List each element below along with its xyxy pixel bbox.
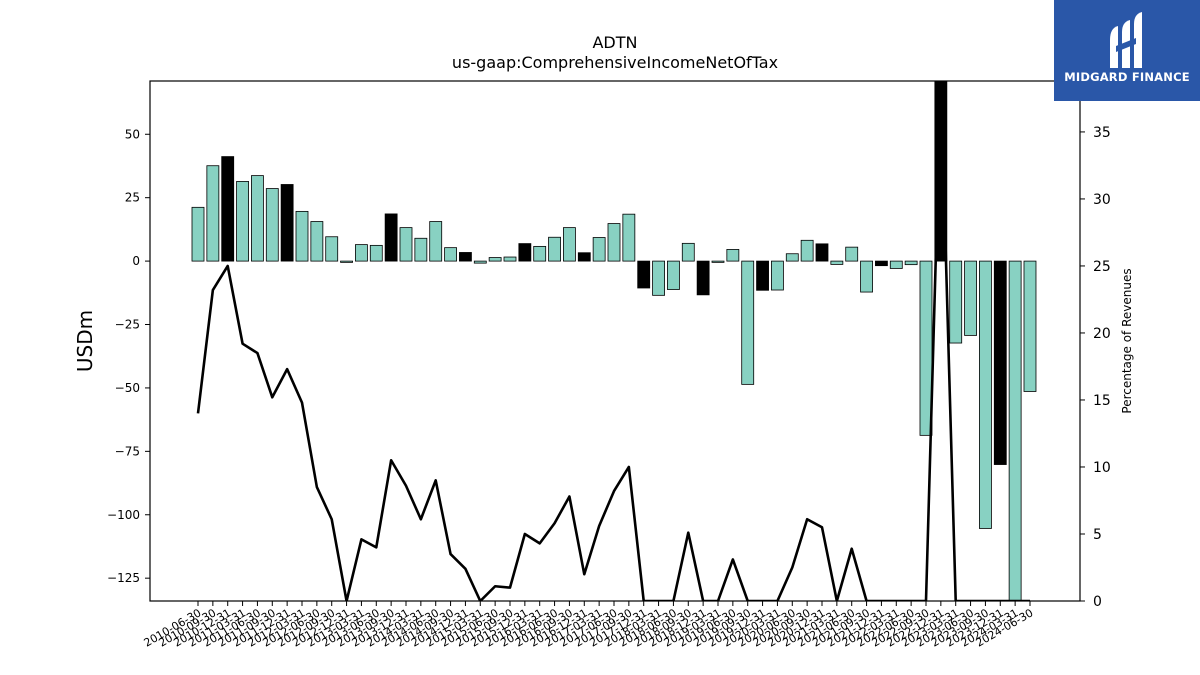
bar-2022-03-31 xyxy=(889,260,903,269)
y2-tick-label: 15 xyxy=(1093,393,1111,409)
bar-2022-06-30 xyxy=(904,260,918,266)
bar-2023-09-30 xyxy=(979,260,992,529)
bar-2023-03-31 xyxy=(949,260,963,344)
line-percentage-of-revenues xyxy=(196,81,1030,601)
brand-logo: MIDGARD FINANCE xyxy=(1054,0,1200,101)
y-axis-label: USDm xyxy=(73,310,97,372)
bar-2020-03-31 xyxy=(771,260,784,291)
y-tick-label: −25 xyxy=(115,318,140,332)
y2-tick-label: 25 xyxy=(1093,259,1111,275)
bar-2011-03-31 xyxy=(236,181,249,262)
bar-2021-12-31 xyxy=(875,260,888,267)
bar-2015-03-31 xyxy=(473,260,487,264)
y2-tick-label: 35 xyxy=(1093,125,1111,141)
y-tick-label: −125 xyxy=(107,571,140,585)
logo-text: MIDGARD FINANCE xyxy=(1064,70,1190,84)
bar-2021-06-30 xyxy=(845,246,859,262)
bar-2014-06-30 xyxy=(429,221,443,262)
x-axis: 2010-06-302010-09-302010-12-312011-03-31… xyxy=(142,601,1035,650)
bar-2015-06-30 xyxy=(488,257,502,262)
y2-tick-label: 5 xyxy=(1093,527,1102,543)
y-tick-label: −50 xyxy=(115,381,140,395)
logo-mark-icon xyxy=(1110,12,1142,68)
bar-2013-03-31 xyxy=(355,244,368,262)
bar-2018-03-31 xyxy=(652,260,665,296)
y-tick-label: 50 xyxy=(125,127,140,141)
bar-2023-06-30 xyxy=(964,260,977,336)
bar-2014-09-30 xyxy=(444,247,457,262)
bar-2012-09-30 xyxy=(325,236,339,262)
bars-layer xyxy=(191,80,1037,602)
bar-2010-12-31 xyxy=(221,156,235,262)
bar-2021-03-31 xyxy=(830,260,844,265)
left-axis: 50 25 0 −25 −50 −75 −100 −125 xyxy=(107,127,150,585)
bar-2012-03-31 xyxy=(295,210,309,262)
bar-2013-09-30 xyxy=(384,213,398,262)
bar-2017-06-30 xyxy=(607,223,621,262)
y2-tick-label: 0 xyxy=(1093,594,1102,610)
y-tick-label: 25 xyxy=(125,191,140,205)
bar-2015-09-30 xyxy=(503,256,517,262)
bar-2020-12-31 xyxy=(815,243,829,262)
y2-tick-label: 10 xyxy=(1093,460,1111,476)
bar-2024-06-30 xyxy=(1023,260,1037,392)
y2-tick-label: 30 xyxy=(1093,192,1111,208)
y-tick-label: −75 xyxy=(115,444,140,458)
bar-2010-06-30 xyxy=(191,206,205,262)
bar-2019-03-31 xyxy=(711,260,725,263)
y2-axis-label: Percentage of Revenues xyxy=(1120,268,1134,413)
bar-2013-06-30 xyxy=(369,244,383,262)
bar-2010-09-30 xyxy=(206,165,220,262)
bar-2013-12-31 xyxy=(399,227,413,262)
chart-subtitle: us-gaap:ComprehensiveIncomeNetOfTax xyxy=(452,53,778,72)
plot-frame xyxy=(149,80,1081,602)
bar-2014-03-31 xyxy=(414,237,428,262)
bar-2020-06-30 xyxy=(785,253,799,262)
bar-2023-12-31 xyxy=(993,260,1007,465)
bar-2017-12-31 xyxy=(637,260,651,289)
bar-2012-06-30 xyxy=(310,221,324,262)
bar-2016-06-30 xyxy=(548,236,561,262)
bar-2011-12-31 xyxy=(280,184,294,262)
y-tick-label: 0 xyxy=(132,254,140,268)
bar-2021-09-30 xyxy=(860,260,873,293)
y-tick-label: −100 xyxy=(107,508,140,522)
bar-2016-03-31 xyxy=(533,245,547,262)
line-layer xyxy=(196,81,1030,601)
bar-2014-12-31 xyxy=(459,252,472,262)
right-axis: 35 30 25 20 15 10 5 0 xyxy=(1080,125,1111,610)
bar-2019-06-30 xyxy=(726,249,740,262)
bar-2018-12-31 xyxy=(696,260,710,296)
bar-2011-06-30 xyxy=(251,175,264,262)
bar-2015-12-31 xyxy=(518,243,532,262)
bar-2016-12-31 xyxy=(577,252,591,262)
bar-2012-12-31 xyxy=(340,260,353,263)
chart-title: ADTN xyxy=(592,33,637,52)
bar-2024-03-31 xyxy=(1008,260,1022,602)
bar-2016-09-30 xyxy=(563,227,576,262)
bar-2020-09-30 xyxy=(800,239,814,262)
bar-2017-09-30 xyxy=(622,213,636,262)
bar-2018-09-30 xyxy=(681,242,695,262)
y2-tick-label: 20 xyxy=(1093,326,1111,342)
bar-2011-09-30 xyxy=(265,188,279,262)
bar-2018-06-30 xyxy=(667,260,680,290)
bar-2017-03-31 xyxy=(592,237,606,262)
bar-2019-12-31 xyxy=(756,260,769,291)
bar-2019-09-30 xyxy=(741,260,755,385)
